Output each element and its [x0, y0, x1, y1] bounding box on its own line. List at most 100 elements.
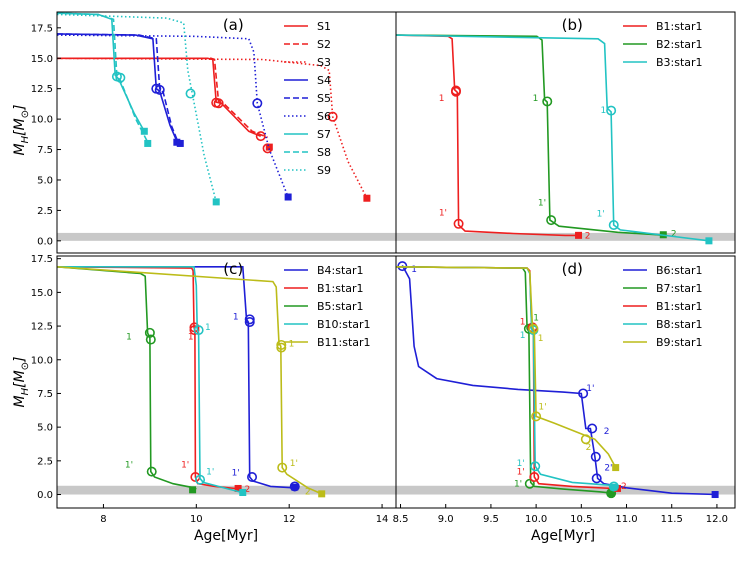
marker-circle-B6:star1 — [587, 423, 598, 434]
panel-title: (b) — [562, 16, 583, 34]
y-tick-label: 0.0 — [37, 236, 53, 247]
point-label-B5:star1: 1' — [125, 461, 133, 471]
x-tick-label: 8 — [100, 514, 106, 525]
ylabel-sub: H — [20, 135, 31, 143]
marker-square-S6 — [284, 193, 292, 201]
series-line-B10:star1 — [57, 265, 246, 494]
marker-square-B4:star1 — [291, 483, 299, 491]
marker-square-S8 — [144, 139, 152, 147]
legend-label-S8: S8 — [317, 146, 331, 159]
point-label-B9:star1: 2 — [586, 443, 592, 453]
x-tick-label: 12 — [283, 514, 296, 525]
marker-square-B5:star1 — [189, 486, 197, 494]
point-label-B6:star1: 2' — [604, 463, 612, 473]
y-tick-label: 2.5 — [37, 206, 53, 217]
marker-square-B8:star1 — [610, 483, 618, 491]
point-label-B1:star1: 2 — [245, 485, 251, 495]
y-tick-label: 7.5 — [37, 389, 53, 400]
series-line-S8 — [57, 12, 149, 143]
series-line-B1:star1 — [57, 266, 239, 490]
grey-band — [57, 232, 396, 241]
marker-circle-B9:star1 — [528, 323, 539, 334]
marker-circle-S1 — [255, 131, 266, 142]
legend-label-B11:star1: B11:star1 — [317, 336, 371, 349]
marker-circle-S2 — [213, 98, 224, 109]
y-tick-label: 12.5 — [31, 84, 53, 95]
legend-label-B9:star1: B9:star1 — [656, 336, 703, 349]
ylabel-sun: ⊙ — [20, 110, 31, 118]
x-tick-label: 11.5 — [661, 514, 683, 525]
legend-label-B4:star1: B4:star1 — [317, 264, 364, 277]
legend-label-S4: S4 — [317, 74, 331, 87]
series-line-B11:star1 — [57, 266, 323, 495]
series-line-B5:star1 — [57, 266, 197, 490]
legend-label-B6:star1: B6:star1 — [656, 264, 703, 277]
marker-square-S1 — [265, 143, 273, 151]
point-label-B1:star1: 2 — [621, 482, 627, 492]
series-line-B1:star1 — [396, 34, 579, 237]
marker-square-B6:star1 — [711, 491, 719, 499]
marker-circle-B8:star1 — [608, 481, 619, 492]
x-axis-label-left: Age[Myr] — [194, 528, 258, 544]
marker-circle-S9 — [185, 88, 196, 99]
svg-text:MH[M⊙]: MH[M⊙] — [12, 104, 31, 155]
marker-circle-B4:star1 — [247, 472, 258, 483]
marker-square-B10:star1 — [239, 489, 247, 497]
series-line-S6 — [57, 34, 289, 198]
point-label-B6:star1: 2 — [604, 427, 610, 437]
marker-square-B3:star1 — [705, 237, 713, 245]
marker-circle-B2:star1 — [542, 96, 553, 107]
legend-label-S5: S5 — [317, 92, 331, 105]
point-label-B2:star1: 2 — [671, 230, 677, 240]
y-tick-label: 10.0 — [31, 355, 53, 366]
point-label-B2:star1: 1 — [533, 94, 539, 104]
legend-label-B1:star1: B1:star1 — [656, 300, 703, 313]
marker-circle-B10:star1 — [195, 474, 206, 485]
marker-square-S3 — [363, 194, 371, 202]
panels-container: 0.02.55.07.510.012.515.017.5 (a) S1S2S3S4S… — [31, 11, 736, 525]
point-label-B2:star1: 1' — [538, 199, 546, 209]
marker-circle-B9:star1 — [580, 434, 591, 445]
ylabel-close-2: ] — [12, 356, 28, 362]
legend-label-S9: S9 — [317, 164, 331, 177]
point-label-B1:star1: 2 — [585, 231, 591, 241]
x-tick-label: 9.0 — [438, 514, 454, 525]
legend-label-B2:star1: B2:star1 — [656, 38, 703, 51]
series-line-S9 — [57, 13, 217, 203]
marker-circle-B9:star1 — [531, 411, 542, 422]
x-tick-label: 8.5 — [393, 514, 409, 525]
marker-circle-B5:star1 — [144, 327, 155, 338]
panel-frame — [395, 255, 736, 509]
x-tick-label: 12.0 — [706, 514, 728, 525]
grey-band — [396, 485, 735, 495]
point-label-B11:star1: 1' — [290, 459, 298, 469]
panel-frame — [395, 11, 736, 254]
legend-label-B10:star1: B10:star1 — [317, 318, 371, 331]
point-label-B8:star1: 1 — [520, 331, 526, 341]
series-line-B4:star1 — [57, 265, 297, 489]
y-tick-label: 0.0 — [37, 490, 53, 501]
series-line-S7 — [57, 12, 145, 132]
series-line-B2:star1 — [396, 34, 664, 237]
panel-frame — [56, 11, 397, 254]
y-tick-label: 2.5 — [37, 456, 53, 467]
legend-label-S6: S6 — [317, 110, 331, 123]
point-label-B1:star1: 1' — [181, 461, 189, 471]
point-label-B11:star1: 2 — [305, 488, 311, 498]
marker-circle-B1:star1 — [189, 325, 200, 336]
point-label-B11:star1: 1 — [289, 339, 295, 349]
y-tick-label: 10.0 — [31, 115, 53, 126]
point-label-B1:star1: 1 — [520, 318, 526, 328]
x-tick-label: 11.0 — [615, 514, 637, 525]
plot-area-3: 1 1' 2 2' 1 1' 1 1' 2 1 1' 1 1' 2 — [396, 261, 735, 499]
y-tick-label: 15.0 — [31, 54, 53, 65]
legend-label-S7: S7 — [317, 128, 331, 141]
x-tick-label: 10 — [190, 514, 203, 525]
point-label-B3:star1: 1' — [601, 106, 609, 116]
marker-square-S5 — [176, 139, 184, 147]
x-tick-label: 14 — [376, 514, 389, 525]
marker-circle-B11:star1 — [276, 342, 287, 353]
point-label-B10:star1: 1' — [206, 467, 214, 477]
marker-circle-S8 — [115, 72, 126, 83]
